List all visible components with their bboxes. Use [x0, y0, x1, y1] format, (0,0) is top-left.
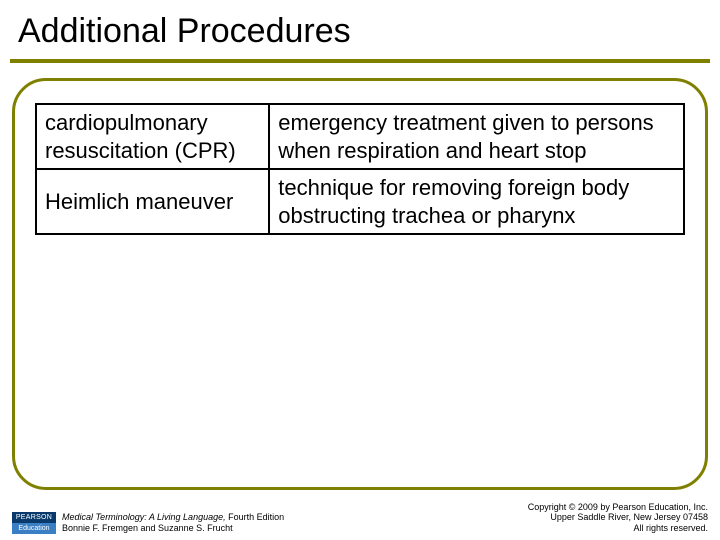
book-info: Medical Terminology: A Living Language, … — [62, 512, 284, 534]
book-title: Medical Terminology: A Living Language, — [62, 512, 226, 522]
footer-right: Copyright © 2009 by Pearson Education, I… — [528, 502, 708, 534]
copyright-line: Copyright © 2009 by Pearson Education, I… — [528, 502, 708, 513]
definition-cell: emergency treatment given to persons whe… — [269, 104, 684, 169]
slide-title: Additional Procedures — [0, 0, 720, 51]
book-edition: Fourth Edition — [226, 512, 285, 522]
table-row: Heimlich maneuver technique for removing… — [36, 169, 684, 234]
definition-cell: technique for removing foreign body obst… — [269, 169, 684, 234]
copyright-line: Upper Saddle River, New Jersey 07458 — [528, 512, 708, 523]
footer-left: PEARSON Education Medical Terminology: A… — [12, 512, 284, 534]
table-row: cardiopulmonary resuscitation (CPR) emer… — [36, 104, 684, 169]
logo-bottom-text: Education — [12, 523, 56, 534]
footer: PEARSON Education Medical Terminology: A… — [12, 502, 708, 534]
title-underline — [10, 59, 710, 63]
logo-top-text: PEARSON — [12, 512, 56, 523]
term-cell: cardiopulmonary resuscitation (CPR) — [36, 104, 269, 169]
publisher-logo: PEARSON Education — [12, 512, 56, 534]
definitions-table: cardiopulmonary resuscitation (CPR) emer… — [35, 103, 685, 235]
term-cell: Heimlich maneuver — [36, 169, 269, 234]
book-title-line: Medical Terminology: A Living Language, … — [62, 512, 284, 523]
book-authors: Bonnie F. Fremgen and Suzanne S. Frucht — [62, 523, 284, 534]
content-frame: cardiopulmonary resuscitation (CPR) emer… — [12, 78, 708, 490]
copyright-line: All rights reserved. — [528, 523, 708, 534]
